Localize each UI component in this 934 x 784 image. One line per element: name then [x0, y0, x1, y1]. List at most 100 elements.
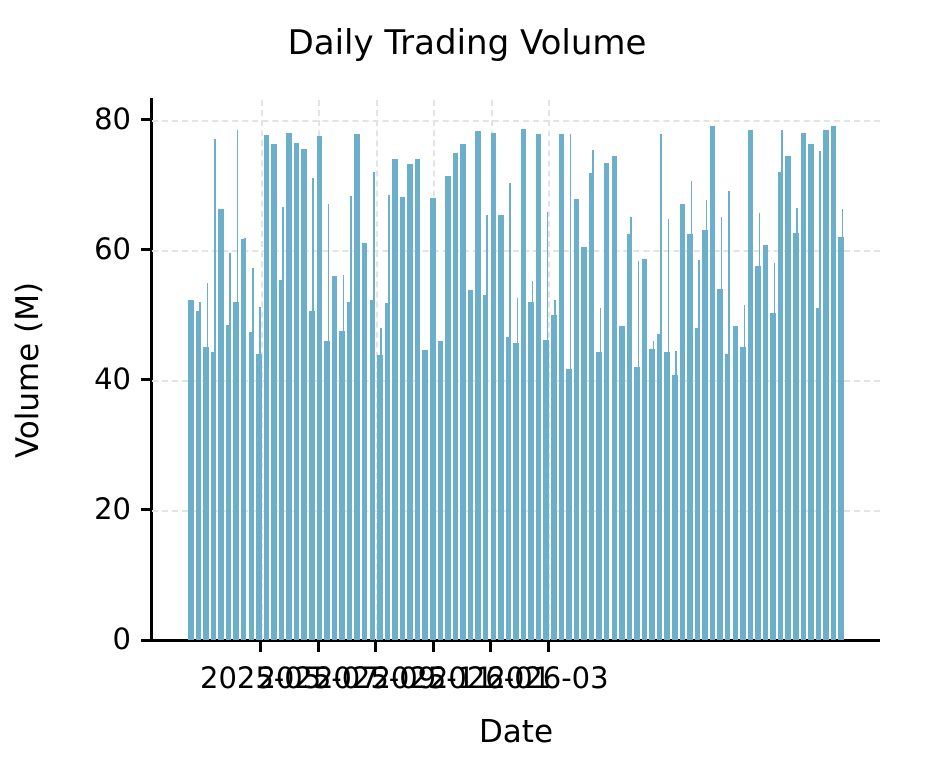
- bar: [486, 214, 488, 640]
- chart-title: Daily Trading Volume: [287, 23, 647, 63]
- bar: [372, 172, 375, 640]
- bar: [214, 138, 216, 640]
- bar: [698, 260, 700, 640]
- bar: [796, 208, 799, 640]
- bar: [513, 343, 519, 640]
- bar: [584, 313, 587, 640]
- bar: [233, 301, 239, 640]
- bar: [720, 216, 723, 640]
- x-tick-label: 2025-09: [314, 661, 437, 695]
- bar: [384, 303, 391, 640]
- bar: [709, 126, 716, 640]
- bar: [599, 308, 602, 640]
- bar: [293, 142, 300, 640]
- bar: [577, 278, 579, 640]
- x-tick-mark: [259, 641, 263, 652]
- y-tick-mark: [141, 248, 151, 252]
- bar: [309, 310, 315, 640]
- bar: [478, 150, 481, 640]
- bar: [297, 223, 299, 640]
- bar: [490, 133, 497, 640]
- bar: [509, 183, 511, 640]
- bar: [811, 350, 814, 640]
- bar: [630, 217, 632, 640]
- bar: [229, 252, 231, 640]
- bar: [562, 221, 564, 640]
- bar: [331, 275, 338, 640]
- y-tick-label: 40: [94, 361, 131, 396]
- bar: [236, 130, 239, 640]
- bar: [815, 308, 822, 640]
- bar: [498, 214, 504, 640]
- x-tick-mark: [489, 641, 493, 652]
- bar: [430, 197, 436, 640]
- x-tick-label: 2026-01: [429, 661, 552, 695]
- bar: [645, 362, 647, 640]
- x-tick-mark: [374, 641, 378, 652]
- bar: [705, 200, 708, 640]
- bar: [672, 375, 678, 640]
- bar: [785, 155, 791, 640]
- bar: [528, 301, 534, 640]
- y-axis-label: Volume (M): [10, 281, 46, 459]
- bar: [687, 234, 693, 640]
- bar: [501, 247, 504, 640]
- bar: [619, 326, 625, 640]
- bar: [808, 144, 814, 640]
- bar: [493, 230, 496, 640]
- bar: [743, 304, 746, 640]
- bar: [460, 144, 466, 640]
- bar: [482, 295, 489, 640]
- bar: [463, 354, 466, 640]
- bar: [445, 176, 451, 640]
- bar: [838, 236, 844, 640]
- bar: [634, 366, 640, 640]
- bar: [278, 279, 285, 640]
- bar: [289, 144, 292, 640]
- bar: [392, 158, 398, 640]
- bar: [361, 243, 368, 640]
- bar: [191, 314, 193, 640]
- bar: [664, 352, 670, 640]
- bar: [554, 300, 557, 640]
- y-tick-label: 80: [94, 101, 131, 136]
- bar: [256, 354, 262, 640]
- bar: [603, 163, 610, 640]
- bar: [667, 218, 670, 640]
- x-axis-label: Date: [478, 714, 554, 750]
- bar: [286, 132, 292, 640]
- bar: [524, 226, 526, 640]
- bar: [773, 263, 776, 640]
- bar: [841, 209, 844, 640]
- bar: [274, 341, 277, 640]
- bar: [395, 178, 398, 640]
- bar: [422, 350, 428, 640]
- bar: [728, 190, 730, 640]
- gridline-vertical: [260, 100, 263, 640]
- bar: [365, 281, 367, 640]
- bar: [248, 332, 254, 640]
- bar: [573, 198, 580, 640]
- bar: [660, 133, 662, 640]
- bar: [747, 129, 754, 640]
- bar: [834, 217, 836, 640]
- bar: [312, 177, 314, 640]
- bar: [414, 159, 421, 640]
- bar: [690, 181, 693, 640]
- bar: [206, 283, 209, 640]
- bar: [535, 134, 542, 640]
- gridline-horizontal: [152, 119, 880, 122]
- bar: [437, 340, 444, 640]
- bar: [354, 134, 360, 640]
- bar: [531, 280, 534, 640]
- bar: [505, 337, 512, 640]
- bar: [271, 143, 277, 640]
- bar: [335, 318, 337, 640]
- bar: [607, 309, 609, 640]
- bar: [637, 260, 640, 640]
- bar: [267, 196, 269, 640]
- bar: [195, 310, 202, 640]
- bar: [626, 234, 633, 640]
- bar: [766, 252, 768, 640]
